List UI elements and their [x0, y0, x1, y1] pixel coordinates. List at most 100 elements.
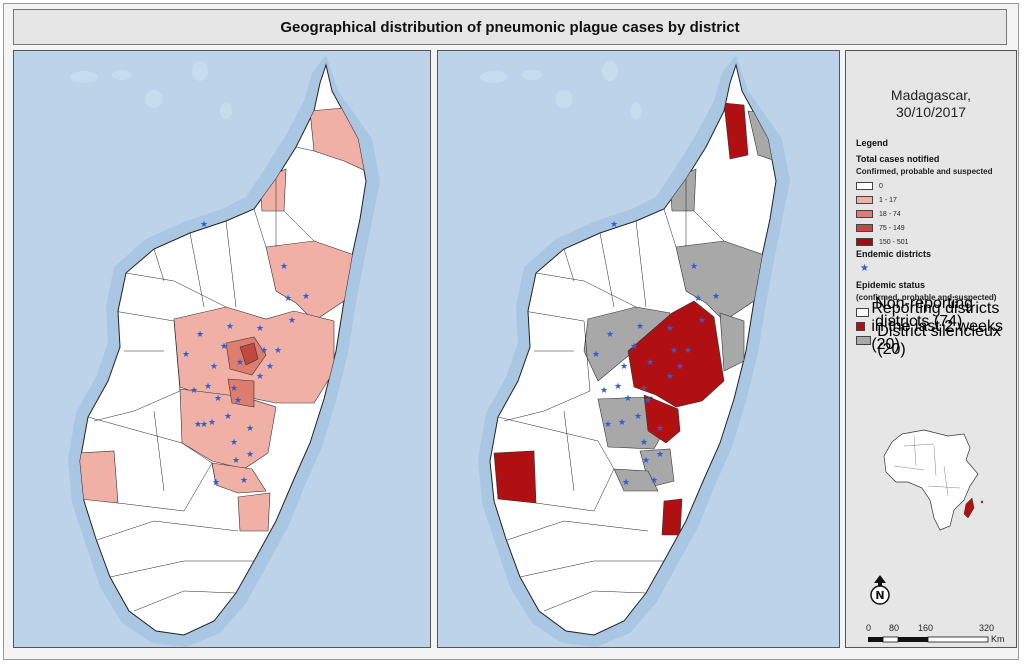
- svg-text:★: ★: [240, 476, 248, 486]
- district-antananarivo[interactable]: [239, 342, 259, 366]
- svg-text:★: ★: [618, 418, 626, 428]
- svg-text:★: ★: [230, 438, 238, 448]
- svg-text:★: ★: [212, 478, 220, 488]
- svg-text:★: ★: [208, 418, 216, 428]
- swatch-cases-3: [856, 224, 873, 232]
- total-cases-heading: Total cases notified: [856, 154, 940, 164]
- svg-text:★: ★: [288, 316, 296, 326]
- svg-text:★: ★: [230, 384, 238, 394]
- africa-outline: [883, 429, 979, 531]
- svg-text:★: ★: [656, 450, 664, 460]
- svg-text:★: ★: [190, 386, 198, 396]
- svg-text:★: ★: [266, 362, 274, 372]
- svg-text:★: ★: [642, 456, 650, 466]
- scale-bar-graphic: [868, 636, 989, 643]
- svg-text:★: ★: [712, 292, 720, 302]
- svg-text:★: ★: [604, 420, 612, 430]
- svg-text:★: ★: [236, 358, 244, 368]
- label-cases-0: 0: [879, 182, 883, 190]
- scale-tick-80: 80: [889, 623, 900, 633]
- svg-text:★: ★: [302, 292, 310, 302]
- label-status-1: Reporting districts in the last 2 weeks …: [871, 299, 1003, 353]
- legend-item-cases-1: 1 - 17: [856, 195, 897, 205]
- district-reporting-north[interactable]: [723, 102, 749, 160]
- district-southeast[interactable]: [237, 492, 271, 532]
- label-cases-4: 150 - 501: [879, 238, 909, 246]
- svg-text:★: ★: [666, 372, 674, 382]
- svg-text:★: ★: [194, 420, 202, 430]
- svg-text:★: ★: [246, 450, 254, 460]
- label-cases-2: 18 - 74: [879, 210, 901, 218]
- svg-text:★: ★: [260, 346, 268, 356]
- svg-text:★: ★: [640, 438, 648, 448]
- endemic-heading: Endemic districts: [856, 249, 932, 259]
- north-arrow-icon: N: [870, 575, 890, 605]
- svg-text:★: ★: [624, 394, 632, 404]
- location-date: 30/10/2017: [895, 104, 967, 120]
- scale-tick-320: 320: [979, 623, 995, 633]
- districts-status: [493, 102, 776, 612]
- endemic-star-icon: ★: [860, 263, 869, 274]
- svg-text:★: ★: [204, 382, 212, 392]
- endemic-district-stars: ★ ★★★★ ★★ ★★ ★★ ★★ ★ ★ ★★★ ★★ ★ ★★★ ★★★ ★★★: [592, 220, 720, 488]
- title-bar: Geographical distribution of pneumonic p…: [13, 9, 1007, 45]
- small-islands: [480, 61, 642, 119]
- district-west[interactable]: [78, 450, 119, 504]
- legend-item-status-1: Reporting districts in the last 2 weeks …: [856, 300, 1016, 353]
- total-cases-subheading: Confirmed, probable and suspected: [856, 167, 993, 176]
- district-silent-east[interactable]: [719, 312, 745, 372]
- scale-tick-160: 160: [918, 623, 934, 633]
- legend-item-cases-2: 18 - 74: [856, 209, 901, 219]
- svg-text:★: ★: [200, 220, 208, 230]
- africa-inset-map: [883, 429, 984, 531]
- district-northeast[interactable]: [265, 240, 361, 322]
- small-islands: [70, 61, 232, 119]
- district-reporting-central[interactable]: [627, 300, 725, 408]
- svg-text:★: ★: [182, 350, 190, 360]
- svg-text:★: ★: [644, 396, 652, 406]
- svg-text:★: ★: [640, 384, 648, 394]
- svg-text:★: ★: [666, 324, 674, 334]
- svg-text:★: ★: [210, 362, 218, 372]
- svg-text:★: ★: [284, 294, 292, 304]
- swatch-cases-0: [856, 182, 873, 190]
- svg-text:★: ★: [220, 342, 228, 352]
- svg-text:★: ★: [650, 476, 658, 486]
- svg-text:★: ★: [646, 358, 654, 368]
- swatch-cases-2: [856, 210, 873, 218]
- map-total-cases[interactable]: ★ ★ ★ ★ ★ ★ ★ ★ ★ ★ ★ ★ ★ ★ ★ ★ ★ ★ ★ ★ ★ ★ ★ ★ ★ ★ ★ ★ ★ ★ ★: [13, 50, 431, 648]
- africa-borders: [893, 435, 961, 497]
- district-vakinankaratra[interactable]: [227, 378, 255, 408]
- svg-text:★: ★: [232, 456, 240, 466]
- svg-text:★: ★: [256, 372, 264, 382]
- svg-text:★: ★: [634, 412, 642, 422]
- epidemic-heading: Epidemic status: [856, 280, 926, 290]
- map-title: Geographical distribution of pneumonic p…: [280, 18, 740, 36]
- svg-text:★: ★: [614, 382, 622, 392]
- district-reporting-west[interactable]: [493, 450, 537, 504]
- legend-heading: Legend: [856, 138, 889, 148]
- district-silent-south[interactable]: [613, 468, 659, 492]
- svg-text:★: ★: [600, 386, 608, 396]
- epidemic-subheading: (confirmed, probable and suspected): [856, 293, 997, 302]
- svg-text:★: ★: [200, 420, 208, 430]
- svg-text:★: ★: [234, 396, 242, 406]
- district-silent-northeast[interactable]: [675, 240, 771, 322]
- swatch-status-1: [856, 322, 866, 331]
- svg-text:★: ★: [670, 346, 678, 356]
- svg-text:★: ★: [698, 316, 706, 326]
- madagascar-highlight: [963, 497, 975, 519]
- svg-text:★: ★: [622, 478, 630, 488]
- svg-text:★: ★: [606, 330, 614, 340]
- label-cases-3: 75 - 149: [879, 224, 905, 232]
- legend-item-status-0: Non-reporting districts (74): [856, 295, 1016, 330]
- svg-text:★: ★: [592, 350, 600, 360]
- district-reporting-vakinankaratra[interactable]: [643, 394, 681, 444]
- location-country: Madagascar,: [890, 87, 972, 103]
- endemic-district-stars: ★ ★★★★ ★★ ★★ ★★ ★★ ★ ★ ★★★ ★★ ★ ★★★ ★★★ ★★★ ★: [182, 220, 310, 488]
- district-reporting-southeast[interactable]: [661, 498, 683, 536]
- map-epidemic-status[interactable]: ★ ★ ★ ★ ★ ★ ★ ★ ★ ★ ★ ★ ★ ★ ★ ★ ★ ★ ★ ★ ★ ★ ★ ★ ★ ★ ★ ★ ★ ★: [437, 50, 840, 648]
- svg-text:★: ★: [656, 424, 664, 434]
- swatch-status-2: [856, 336, 872, 345]
- legend-item-status-2: District silencieux (20): [856, 323, 1016, 358]
